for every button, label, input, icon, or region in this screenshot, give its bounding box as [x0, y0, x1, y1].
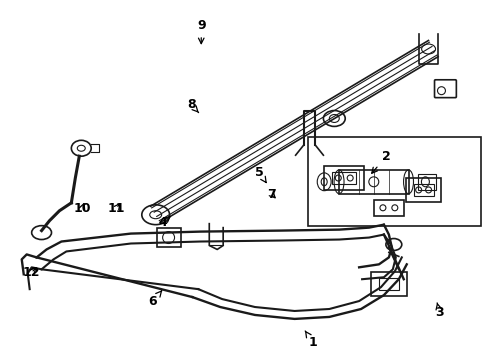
Text: 9: 9 — [197, 19, 205, 44]
Text: 12: 12 — [23, 266, 40, 279]
Text: 4: 4 — [158, 216, 170, 229]
Text: 1: 1 — [305, 331, 318, 349]
Bar — [371, 272, 407, 296]
Text: 3: 3 — [435, 303, 444, 319]
Bar — [324, 166, 364, 190]
Bar — [332, 172, 356, 184]
Bar — [418, 174, 436, 190]
Text: 7: 7 — [268, 188, 276, 201]
Bar — [414, 184, 434, 196]
Bar — [339, 170, 409, 194]
Text: 6: 6 — [148, 291, 162, 308]
Bar — [406, 178, 441, 202]
Bar — [379, 278, 399, 290]
Text: 2: 2 — [372, 150, 391, 173]
Bar — [308, 137, 481, 226]
Text: 10: 10 — [74, 202, 91, 215]
Text: 11: 11 — [107, 202, 125, 215]
Bar — [374, 200, 404, 216]
Text: 8: 8 — [187, 99, 198, 113]
Text: 5: 5 — [255, 166, 266, 183]
Bar — [157, 228, 180, 247]
